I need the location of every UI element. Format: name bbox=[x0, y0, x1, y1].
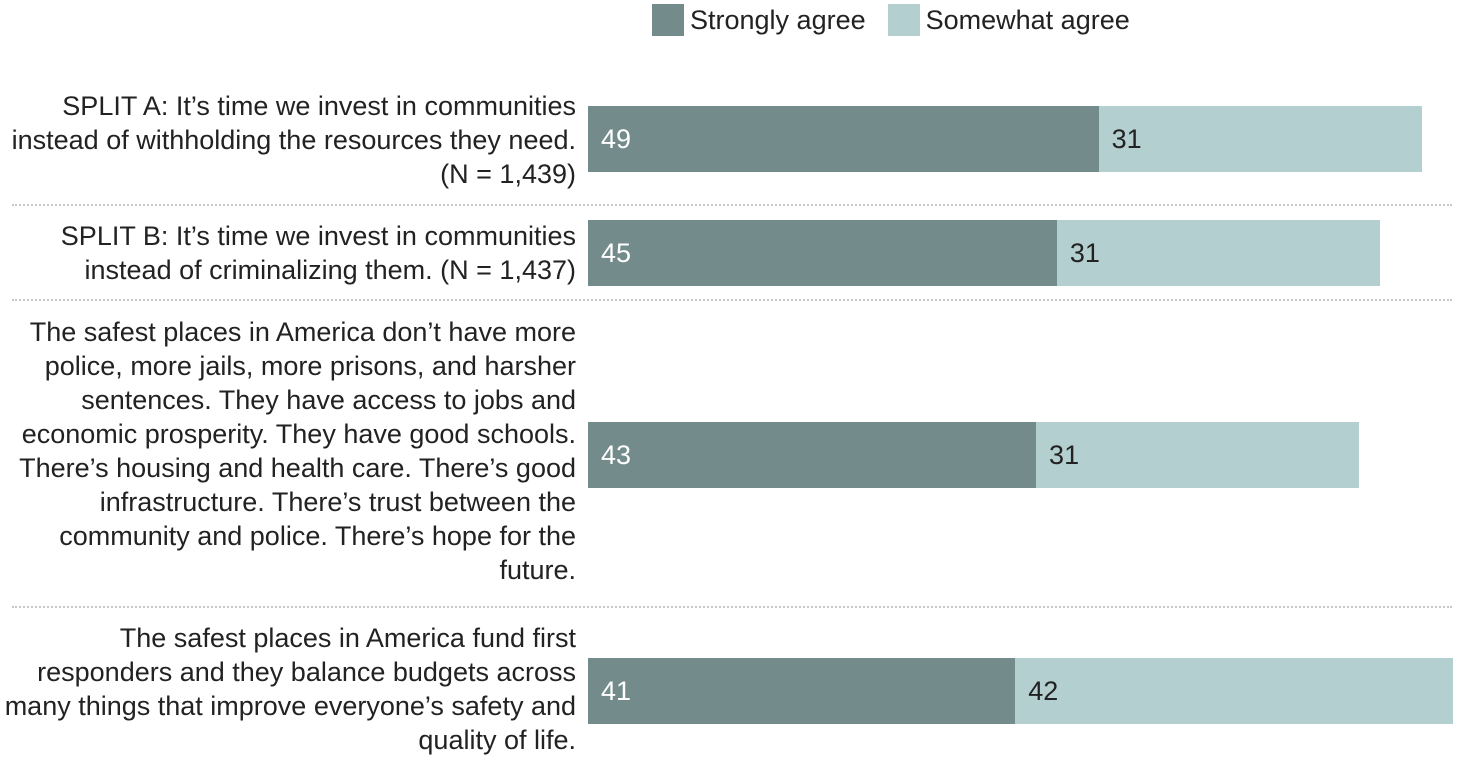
row-label: SPLIT A: It’s time we invest in communit… bbox=[11, 91, 576, 189]
legend-label-strongly-agree: Strongly agree bbox=[690, 4, 866, 35]
bar-strongly-agree bbox=[588, 106, 1099, 172]
bar-value-somewhat-agree: 42 bbox=[1028, 676, 1059, 706]
bar-value-somewhat-agree: 31 bbox=[1111, 124, 1142, 154]
bar-somewhat-agree bbox=[1015, 658, 1453, 724]
legend-item-strongly-agree: Strongly agree bbox=[652, 4, 866, 36]
row-label: SPLIT B: It’s time we invest in communit… bbox=[60, 221, 576, 285]
bar-value-somewhat-agree: 31 bbox=[1069, 238, 1100, 268]
row-label: The safest places in America don’t have … bbox=[19, 317, 576, 585]
legend-swatch-strongly-agree bbox=[652, 4, 684, 36]
row-divider bbox=[12, 204, 1452, 206]
bar-somewhat-agree bbox=[1036, 422, 1360, 488]
row-divider bbox=[12, 606, 1452, 608]
row-label: The safest places in America fund first … bbox=[4, 623, 576, 755]
legend-item-somewhat-agree: Somewhat agree bbox=[887, 4, 1130, 36]
legend-label-somewhat-agree: Somewhat agree bbox=[925, 4, 1130, 35]
bar-value-somewhat-agree: 31 bbox=[1049, 440, 1080, 470]
bar-somewhat-agree bbox=[1056, 220, 1380, 286]
bar-strongly-agree bbox=[588, 658, 1016, 724]
legend-swatch-somewhat-agree bbox=[887, 4, 920, 36]
legend: Strongly agree Somewhat agree bbox=[652, 4, 1152, 36]
bar-value-strongly-agree: 43 bbox=[601, 440, 632, 470]
bar-strongly-agree bbox=[588, 422, 1037, 488]
row-divider bbox=[12, 299, 1452, 301]
bar-value-strongly-agree: 49 bbox=[601, 124, 632, 154]
bar-strongly-agree bbox=[588, 220, 1057, 286]
bar-value-strongly-agree: 45 bbox=[601, 238, 632, 268]
bar-value-strongly-agree: 41 bbox=[601, 676, 632, 706]
bar-somewhat-agree bbox=[1098, 106, 1422, 172]
